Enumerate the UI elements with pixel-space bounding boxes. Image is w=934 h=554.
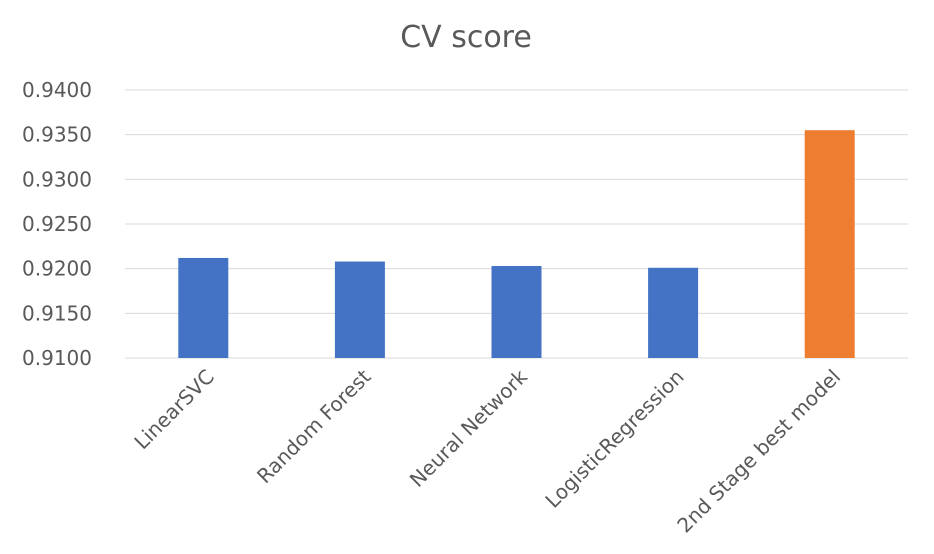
y-tick-label: 0.9200 [22,257,92,281]
bar [178,257,229,358]
bars [178,130,855,358]
y-tick-label: 0.9250 [22,212,92,236]
x-category-label: LogisticRegression [540,365,688,513]
x-category-label: LinearSVC [129,365,218,454]
x-category-label: Random Forest [252,364,376,488]
bar [334,261,385,358]
y-tick-label: 0.9300 [22,167,92,191]
x-category-label: Neural Network [405,364,532,491]
y-tick-label: 0.9350 [22,123,92,147]
x-axis-category-labels: LinearSVC Random Forest Neural Network Logi… [129,364,845,537]
y-tick-label: 0.9100 [22,346,92,370]
bar [491,265,542,358]
bar [804,130,855,358]
y-axis-tick-labels: 0.9100 0.9150 0.9200 0.9250 0.9300 0.9350 0.94… [22,78,92,370]
x-category-label: 2nd Stage best model [672,365,845,538]
y-tick-label: 0.9150 [22,301,92,325]
y-tick-label: 0.9400 [22,78,92,102]
chart-title: CV score [400,20,532,55]
bar [648,267,699,358]
